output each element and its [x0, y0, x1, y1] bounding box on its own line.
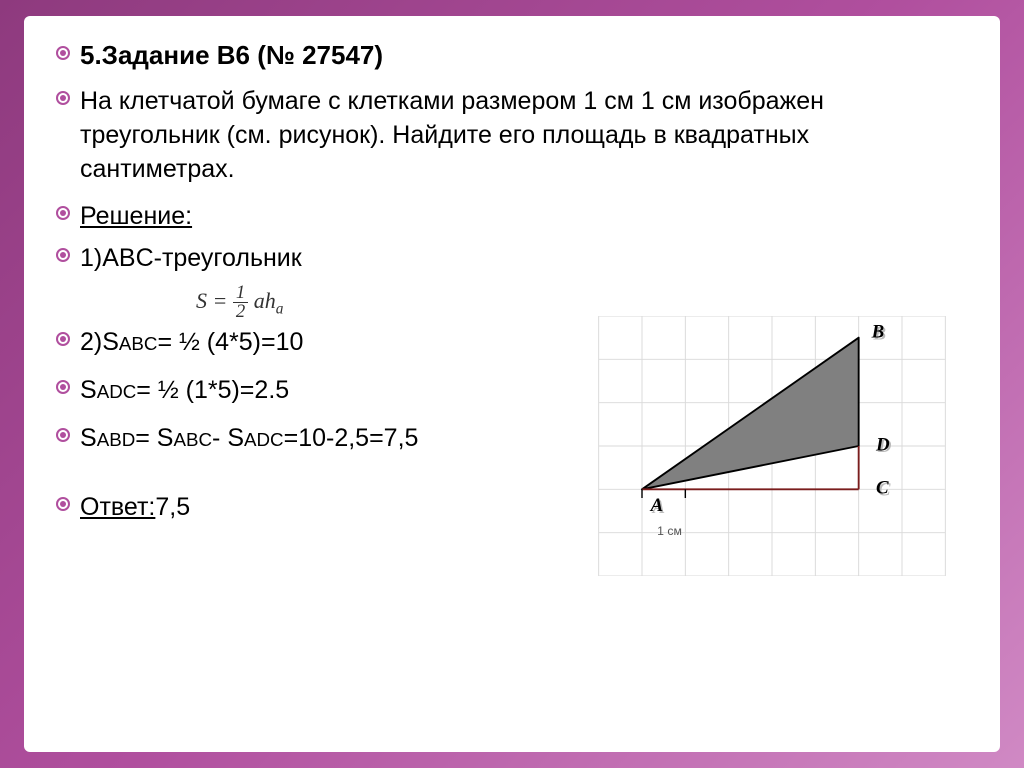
s-index: ABC — [173, 429, 212, 450]
solution-label-line: Решение: — [56, 200, 968, 234]
step2-text: 2)SABC= ½ (4*5)=10 — [80, 326, 303, 360]
svg-text:B: B — [871, 322, 885, 343]
task-title: 5.Задание B6 (№ 27547) — [80, 40, 383, 71]
step4-text: SABD= SABC- SADC=10-2,5=7,5 — [80, 422, 418, 456]
s-index: ABC — [119, 333, 158, 354]
problem-line: На клетчатой бумаге с клетками размером … — [56, 85, 968, 186]
step1-text: 1)ABC-треугольник — [80, 242, 302, 276]
step3-text: SADC= ½ (1*5)=2.5 — [80, 374, 289, 408]
slide-content: 5.Задание B6 (№ 27547) На клетчатой бума… — [24, 16, 1000, 752]
s-mid: = S — [135, 424, 173, 452]
bullet-icon — [56, 497, 70, 511]
title-line: 5.Задание B6 (№ 27547) — [56, 40, 968, 71]
s-rest: = ½ (4*5)=10 — [157, 328, 303, 356]
s-prefix: 2)S — [80, 328, 119, 356]
problem-text: На клетчатой бумаге с клетками размером … — [80, 85, 960, 186]
bullet-icon — [56, 428, 70, 442]
bullet-icon — [56, 248, 70, 262]
formula-text: S = 12 aha — [196, 288, 283, 313]
bullet-icon — [56, 332, 70, 346]
s-rest: = ½ (1*5)=2.5 — [136, 376, 289, 404]
s-rest: =10-2,5=7,5 — [284, 424, 419, 452]
s-mid: - S — [212, 424, 244, 452]
s-index: ADC — [244, 429, 284, 450]
svg-text:1 см: 1 см — [657, 524, 682, 538]
answer-label: Ответ: — [80, 493, 155, 521]
triangle-figure: 1 смAABBCCDD — [572, 316, 972, 576]
svg-text:A: A — [650, 495, 664, 516]
svg-text:C: C — [876, 478, 889, 499]
s-index: ADC — [97, 381, 137, 402]
solution-label: Решение: — [80, 200, 192, 234]
s-index: ABD — [97, 429, 136, 450]
bullet-icon — [56, 380, 70, 394]
bullet-icon — [56, 46, 70, 60]
step1-line: 1)ABC-треугольник — [56, 242, 968, 276]
answer-value: 7,5 — [155, 493, 190, 521]
svg-text:D: D — [875, 434, 890, 455]
bullet-icon — [56, 91, 70, 105]
bullet-icon — [56, 206, 70, 220]
answer-text: Ответ:7,5 — [80, 491, 190, 525]
s-prefix: S — [80, 376, 97, 404]
s-prefix: S — [80, 424, 97, 452]
